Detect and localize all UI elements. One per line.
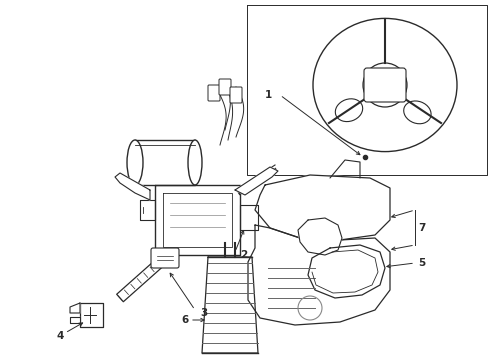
FancyBboxPatch shape <box>364 68 406 102</box>
Text: 7: 7 <box>418 223 425 233</box>
Polygon shape <box>70 317 80 323</box>
Polygon shape <box>308 245 385 298</box>
Polygon shape <box>117 254 169 302</box>
Text: 3: 3 <box>200 308 207 318</box>
Polygon shape <box>298 218 342 255</box>
Ellipse shape <box>127 140 143 185</box>
Polygon shape <box>202 257 258 353</box>
Ellipse shape <box>188 140 202 185</box>
Text: 1: 1 <box>265 90 271 100</box>
Polygon shape <box>115 173 150 200</box>
Polygon shape <box>247 5 487 175</box>
Polygon shape <box>135 140 195 185</box>
FancyBboxPatch shape <box>219 79 231 95</box>
Text: 4: 4 <box>56 331 64 341</box>
Polygon shape <box>255 175 390 240</box>
Text: 5: 5 <box>418 258 425 268</box>
Text: 6: 6 <box>181 315 189 325</box>
FancyBboxPatch shape <box>230 87 242 103</box>
Polygon shape <box>240 205 258 230</box>
Text: 2: 2 <box>240 250 247 260</box>
Polygon shape <box>248 225 390 325</box>
Polygon shape <box>80 303 103 327</box>
Polygon shape <box>70 303 80 313</box>
Polygon shape <box>140 200 155 220</box>
Polygon shape <box>155 185 240 255</box>
FancyBboxPatch shape <box>151 248 179 268</box>
Polygon shape <box>235 167 278 195</box>
FancyBboxPatch shape <box>208 85 220 101</box>
